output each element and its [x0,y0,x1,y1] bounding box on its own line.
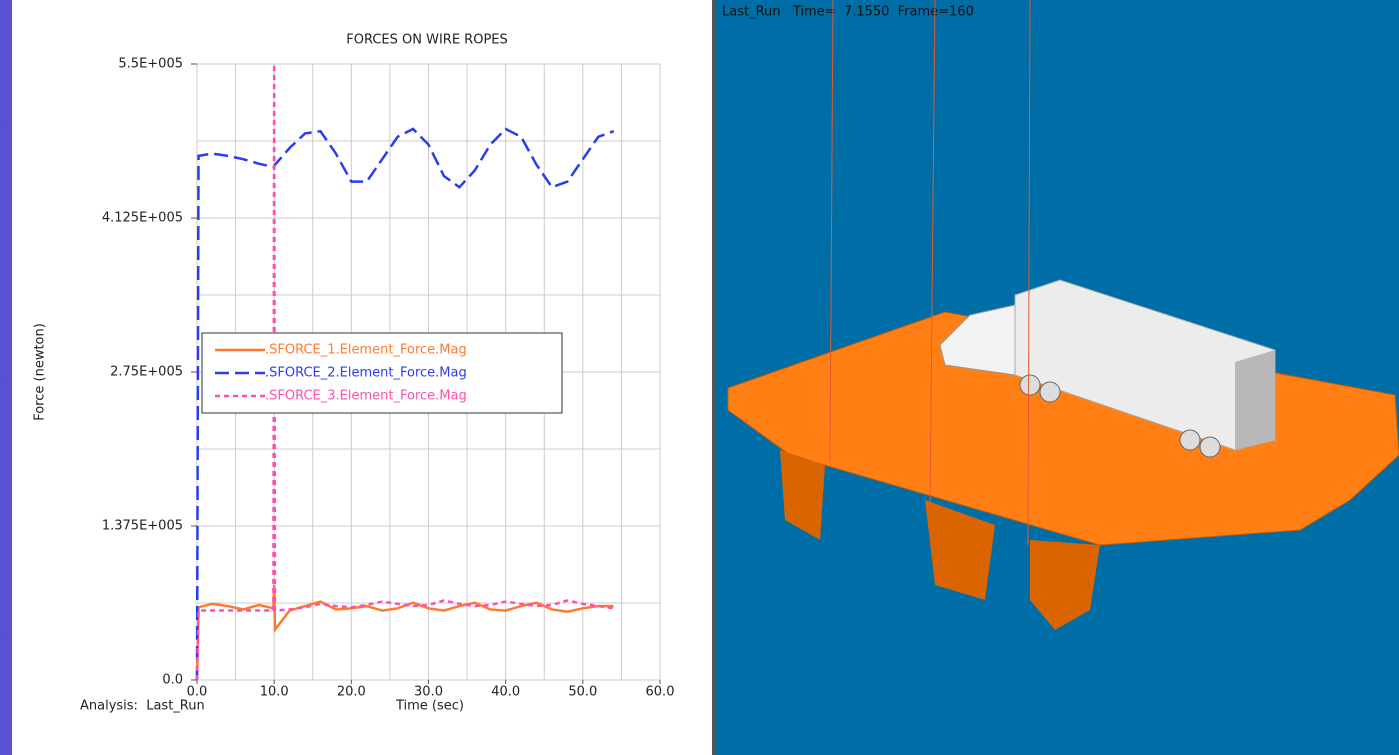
legend-label: .SFORCE_2.Element_Force.Mag [265,366,467,381]
legend: .SFORCE_1.Element_Force.Mag .SFORCE_2.Ele… [202,333,562,413]
x-tick-label: 50.0 [568,685,597,700]
x-tick-label: 20.0 [337,685,366,700]
wheel [1200,437,1220,457]
y-tick-label: 5.5E+005 [118,57,183,72]
page: FORCES ON WIRE ROPES Force (newton) Time… [0,0,1399,755]
viewport-status: Last_Run Time= 7.1550 Frame=160 [722,5,974,20]
screen: FORCES ON WIRE ROPES Force (newton) Time… [0,0,1399,755]
legend-label: .SFORCE_1.Element_Force.Mag [265,343,467,358]
trailer-side [1235,350,1275,450]
x-tick-label: 60.0 [646,685,675,700]
y-tick-label: 0.0 [162,673,183,688]
analysis-label: Analysis: Last_Run [80,699,205,714]
wheel [1180,430,1200,450]
y-tick-label: 4.125E+005 [102,211,183,226]
x-axis-label: Time (sec) [395,699,464,714]
wheel [1020,375,1040,395]
x-tick-label: 0.0 [187,685,208,700]
divider [712,0,716,755]
x-tick-label: 40.0 [491,685,520,700]
y-tick-label: 1.375E+005 [102,519,183,534]
wheel [1040,382,1060,402]
chart-title: FORCES ON WIRE ROPES [346,33,508,48]
x-tick-label: 30.0 [414,685,443,700]
y-tick-label: 2.75E+005 [110,365,183,380]
x-tick-label: 10.0 [260,685,289,700]
y-axis-label: Force (newton) [33,323,48,421]
legend-label: .SFORCE_3.Element_Force.Mag [265,389,467,404]
